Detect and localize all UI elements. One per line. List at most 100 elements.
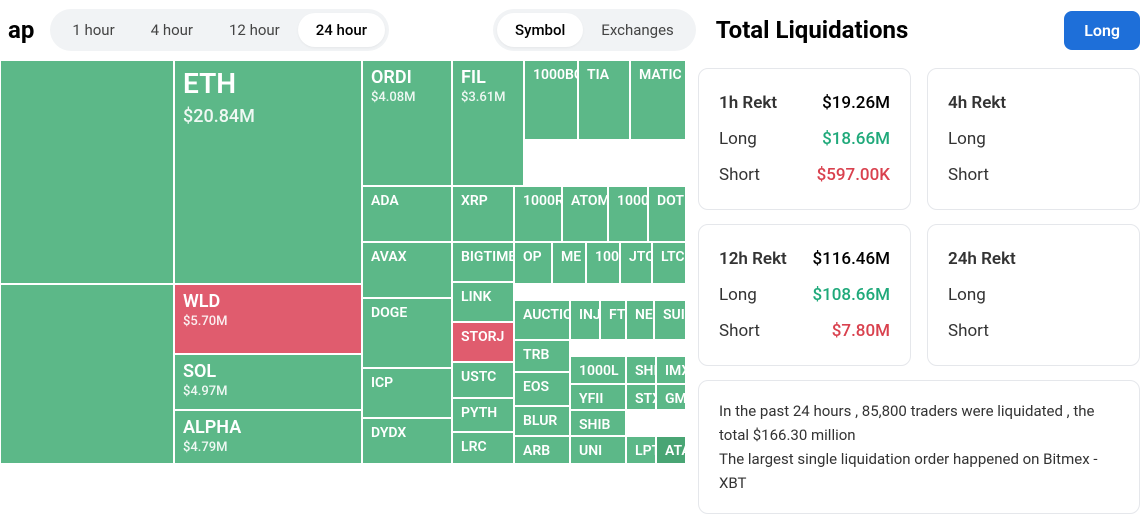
treemap-cell-ME[interactable]: ME [552,242,586,284]
treemap-cell-100[interactable]: 100 [586,242,620,284]
cell-value: $4.08M [371,90,443,105]
time-tab-4-hour[interactable]: 4 hour [133,13,211,47]
treemap-cell-ARB[interactable]: ARB [514,436,570,464]
cell-symbol: ADA [371,193,443,209]
cell-value: $5.70M [183,314,353,329]
time-tab-24-hour[interactable]: 24 hour [298,13,385,47]
treemap-cell-DOGE[interactable]: DOGE [362,298,452,368]
treemap-cell-blank[interactable] [0,284,174,464]
top-bar: ap 1 hour4 hour12 hour24 hour SymbolExch… [0,0,1140,60]
cell-symbol: JTC [629,249,643,265]
short-label: Short [719,165,760,185]
treemap-cell-GM[interactable]: GM [656,384,686,410]
treemap-cell-FT[interactable]: FT [600,300,626,340]
long-label: Long [719,129,757,149]
cell-symbol: PYTH [461,405,505,421]
cell-symbol: DOGE [371,305,443,321]
treemap-cell-YFII[interactable]: YFII [570,384,626,410]
rekt-card-1h-rekt: 1h Rekt$19.26MLong$18.66MShort$597.00K [698,68,911,210]
treemap-cell-TRB[interactable]: TRB [514,340,570,372]
treemap-cell-PYTH[interactable]: PYTH [452,398,514,432]
rekt-title: 12h Rekt [719,249,787,269]
view-tab-exchanges[interactable]: Exchanges [583,13,692,47]
cell-symbol: INJ [579,307,591,323]
cell-symbol: XRP [461,193,505,209]
treemap-cell-SUI[interactable]: SUI [654,300,686,340]
treemap-cell-IMX[interactable]: IMX [656,356,686,384]
rekt-title: 1h Rekt [719,93,777,113]
cell-symbol: LPT [635,443,647,459]
treemap-cell-1000L[interactable]: 1000L [570,356,626,384]
treemap-cell-DOT[interactable]: DOT [648,186,686,242]
treemap-cell-SHI[interactable]: SHI [626,356,656,384]
long-value: $18.66M [822,129,890,149]
treemap-cell-STX[interactable]: STX [626,384,656,410]
cell-symbol: 1000L [579,363,617,379]
treemap-cell-EOS[interactable]: EOS [514,372,570,406]
summary-row-2: 12h Rekt$116.46MLong$108.66MShort$7.80M2… [698,224,1140,366]
treemap-cell-BIGTIME[interactable]: BIGTIME [452,242,514,282]
treemap-cell-NE[interactable]: NE [626,300,654,340]
liquidation-summary-panel: 1h Rekt$19.26MLong$18.66MShort$597.00K4h… [686,60,1140,508]
treemap-cell-LRC[interactable]: LRC [452,432,514,464]
treemap-cell-MATIC[interactable]: MATIC [630,60,686,140]
treemap-cell-XRP[interactable]: XRP [452,186,514,242]
treemap-cell-USTC[interactable]: USTC [452,362,514,398]
cell-symbol: SOL [183,361,353,382]
treemap-cell-SOL[interactable]: SOL $4.97M [174,354,362,410]
treemap-cell-INJ[interactable]: INJ [570,300,600,340]
treemap-cell-ICP[interactable]: ICP [362,368,452,418]
rekt-title: 24h Rekt [948,249,1016,269]
treemap-cell-AVAX[interactable]: AVAX [362,242,452,298]
treemap-cell-ORDI[interactable]: ORDI$4.08M [362,60,452,186]
rekt-card-4h-rekt: 4h RektLongShort [927,68,1140,210]
long-label: Long [948,129,986,149]
treemap-cell-TIA[interactable]: TIA [578,60,630,140]
treemap-cell-BLUR[interactable]: BLUR [514,406,570,436]
cell-symbol: DYDX [371,425,443,441]
treemap-cell-LTC[interactable]: LTC [652,242,686,284]
cell-symbol: ATOM [571,193,599,209]
long-label: Long [948,285,986,305]
cell-symbol: TIA [587,67,621,83]
treemap-cell-FIL[interactable]: FIL $3.61M [452,60,524,186]
cell-symbol: USTC [461,369,505,385]
cell-symbol: IMX [665,363,677,379]
time-tab-1-hour[interactable]: 1 hour [54,13,132,47]
cell-symbol: ME [561,249,577,265]
treemap-cell-OP[interactable]: OP [514,242,552,284]
time-range-tabs: 1 hour4 hour12 hour24 hour [50,9,389,51]
treemap-cell-ETH[interactable]: ETH$20.84M [174,60,362,284]
treemap-cell-UNI[interactable]: UNI [570,436,626,464]
cell-symbol: 100 [595,249,611,265]
treemap-cell-1000R[interactable]: 1000R [514,186,562,242]
cell-symbol: EOS [523,379,561,395]
treemap-cell-ATOM[interactable]: ATOM [562,186,608,242]
treemap-cell-DYDX[interactable]: DYDX [362,418,452,464]
cell-symbol: AVAX [371,249,443,265]
treemap-cell-WLD[interactable]: WLD$5.70M [174,284,362,354]
long-button[interactable]: Long [1064,11,1140,50]
treemap-cell-LPT[interactable]: LPT [626,436,656,464]
treemap-cell-JTC[interactable]: JTC [620,242,652,284]
cell-symbol: FIL [461,67,515,88]
treemap-cell-SHIB[interactable]: SHIB [570,410,626,436]
cell-symbol: 1000 [617,193,639,209]
treemap-cell-STORJ[interactable]: STORJ [452,322,514,362]
treemap-cell-1000[interactable]: 1000 [608,186,648,242]
treemap-cell-LINK[interactable]: LINK [452,282,514,322]
cell-symbol: YFII [579,391,617,407]
treemap-cell-1000BO[interactable]: 1000BO [524,60,578,140]
treemap-cell-blank[interactable] [0,60,174,284]
treemap-cell-ATA[interactable]: ATA [656,436,686,464]
cell-symbol: 1000R [523,193,553,209]
time-tab-12-hour[interactable]: 12 hour [211,13,298,47]
cell-symbol: GM [665,391,677,407]
view-tab-symbol[interactable]: Symbol [497,13,583,47]
cell-symbol: SHIB [579,417,617,433]
cell-value: $3.61M [461,90,515,105]
treemap-cell-ADA[interactable]: ADA [362,186,452,242]
treemap-cell-ALPHA[interactable]: ALPHA$4.79M [174,410,362,464]
treemap-cell-AUCTIO[interactable]: AUCTIO [514,300,570,340]
cell-value: $4.97M [183,384,353,399]
